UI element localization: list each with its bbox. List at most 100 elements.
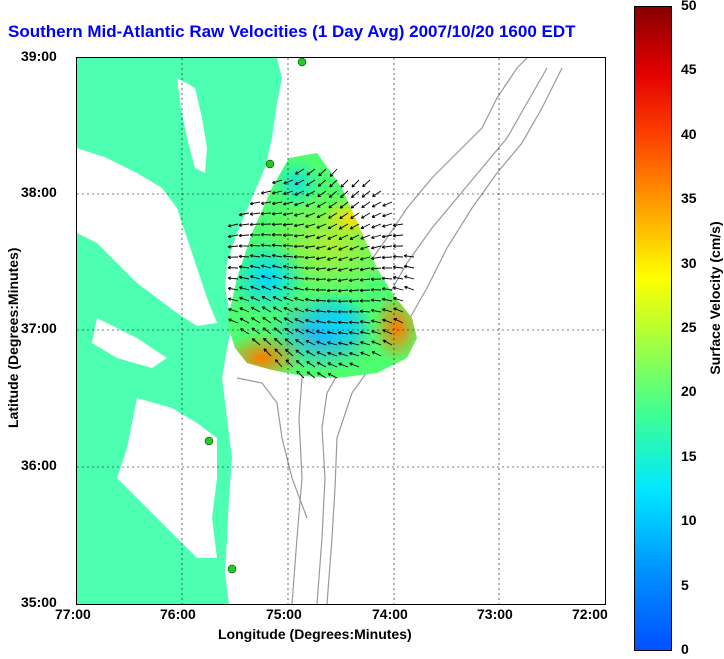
x-tick-label: 74:00 [372, 606, 408, 622]
velocity-arrow [382, 298, 393, 302]
velocity-arrow-head [371, 329, 375, 332]
velocity-arrow-head [252, 338, 256, 340]
velocity-arrow [339, 212, 349, 219]
velocity-arrow-head [238, 254, 242, 257]
velocity-arrow [316, 245, 327, 250]
velocity-arrow [305, 319, 316, 324]
velocity-arrow [316, 341, 327, 346]
velocity-arrow [382, 329, 393, 335]
velocity-arrow [294, 328, 305, 335]
velocity-arrow [274, 338, 283, 346]
velocity-arrow-head [393, 275, 397, 278]
velocity-arrow-head [328, 215, 331, 219]
velocity-arrow [239, 317, 250, 324]
velocity-arrow [272, 275, 283, 280]
velocity-arrow-head [328, 194, 331, 198]
velocity-arrow-head [316, 235, 319, 239]
velocity-arrow [294, 223, 305, 227]
velocity-arrow [371, 320, 382, 324]
velocity-arrow [338, 234, 349, 240]
velocity-arrow-head [393, 296, 397, 299]
velocity-arrow [261, 265, 272, 269]
velocity-arrow [305, 201, 316, 207]
velocity-arrow-head [404, 264, 408, 267]
velocity-arrow-head [282, 201, 286, 205]
y-tick-label: 39:00 [21, 48, 57, 64]
velocity-arrow [306, 179, 316, 186]
velocity-arrow-head [227, 265, 231, 269]
velocity-arrow-head [285, 338, 289, 340]
velocity-arrow-head [271, 232, 275, 236]
velocity-arrow [272, 254, 283, 258]
velocity-arrow [382, 339, 393, 346]
velocity-arrow-head [337, 289, 341, 292]
sound-water [92, 318, 167, 368]
velocity-arrow-head [275, 359, 279, 361]
velocity-arrow [327, 362, 338, 368]
velocity-arrow [305, 340, 316, 346]
velocity-arrow [316, 310, 327, 313]
bay-water [177, 78, 207, 173]
velocity-arrow-head [360, 225, 364, 229]
velocity-arrow-head [315, 256, 319, 260]
velocity-arrow [239, 266, 250, 269]
velocity-arrow [327, 267, 338, 271]
velocity-arrow [284, 328, 294, 335]
velocity-arrow [315, 299, 327, 302]
velocity-arrow-head [293, 265, 297, 268]
velocity-arrow-head [294, 297, 298, 299]
velocity-arrow-head [348, 299, 352, 302]
velocity-arrow-head [227, 255, 231, 258]
velocity-arrow [238, 255, 250, 258]
velocity-arrow [340, 179, 349, 188]
map-title: Southern Mid-Atlantic Raw Velocities (1 … [8, 22, 576, 41]
velocity-arrow [371, 299, 382, 302]
velocity-arrow [338, 362, 349, 368]
velocity-arrow [227, 245, 239, 248]
velocity-arrow-head [382, 213, 385, 217]
map-plot-area[interactable] [76, 57, 606, 605]
velocity-arrow-head [360, 330, 364, 333]
velocity-arrow [317, 179, 327, 187]
velocity-arrow [329, 179, 338, 188]
velocity-arrow [294, 179, 305, 185]
velocity-arrow [271, 244, 283, 247]
velocity-arrow [239, 212, 250, 216]
velocity-arrow [351, 190, 360, 198]
velocity-arrow-head [349, 257, 352, 261]
velocity-arrow [349, 256, 360, 261]
radar-station-marker [204, 436, 214, 446]
velocity-arrow [284, 338, 294, 346]
velocity-arrow-head [271, 253, 276, 256]
velocity-arrow-head [249, 233, 253, 236]
velocity-arrow-head [348, 288, 352, 292]
velocity-arrow [283, 255, 294, 258]
velocity-arrow-head [238, 212, 242, 216]
colorbar [634, 6, 672, 651]
velocity-arrow-head [304, 234, 308, 238]
velocity-arrow [393, 266, 404, 269]
velocity-arrow [372, 190, 382, 197]
velocity-arrow [306, 371, 316, 379]
velocity-arrow [371, 212, 382, 218]
colorbar-tick-label: 30 [681, 255, 697, 271]
velocity-arrow-head [326, 320, 331, 323]
radar-station-marker [265, 159, 275, 169]
velocity-arrow-head [282, 233, 286, 236]
velocity-arrow [273, 317, 283, 324]
velocity-arrow [261, 254, 272, 258]
velocity-arrow-head [305, 224, 308, 228]
velocity-arrow [381, 256, 393, 259]
velocity-arrow-head [274, 337, 278, 340]
velocity-arrow-head [272, 264, 276, 267]
y-axis-label: Latitude (Degrees:Minutes) [5, 247, 21, 428]
velocity-arrow [239, 286, 250, 291]
velocity-arrow-head [305, 297, 309, 300]
velocity-arrow [337, 321, 349, 324]
velocity-arrow-head [239, 286, 243, 288]
velocity-arrow [261, 190, 272, 194]
velocity-arrow-head [371, 308, 375, 311]
velocity-arrow-head [350, 205, 353, 209]
velocity-arrow-head [381, 245, 385, 248]
velocity-arrow-head [360, 341, 364, 343]
